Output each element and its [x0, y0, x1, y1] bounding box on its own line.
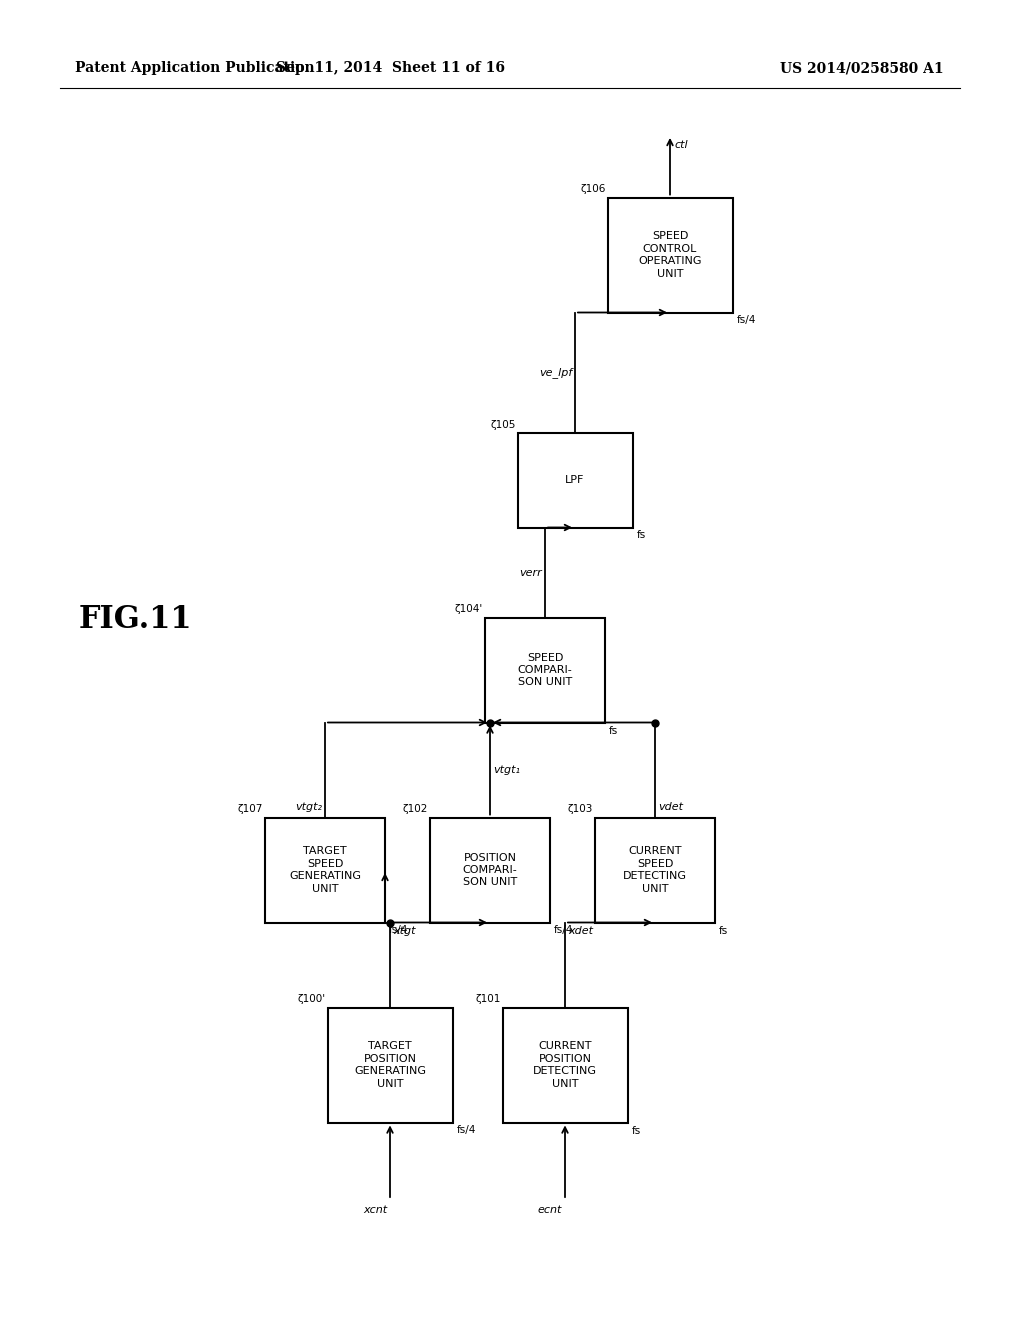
Text: fs: fs — [609, 726, 618, 735]
Text: ζ105: ζ105 — [490, 420, 515, 429]
Bar — [265, 817, 385, 923]
Text: SPEED
COMPARI-
SON UNIT: SPEED COMPARI- SON UNIT — [517, 652, 572, 688]
Text: ζ104': ζ104' — [455, 605, 483, 615]
Bar — [485, 618, 605, 722]
Bar — [328, 1007, 453, 1122]
Text: fs: fs — [719, 925, 728, 936]
Text: TARGET
SPEED
GENERATING
UNIT: TARGET SPEED GENERATING UNIT — [289, 846, 361, 894]
Text: SPEED
CONTROL
OPERATING
UNIT: SPEED CONTROL OPERATING UNIT — [638, 231, 701, 279]
Text: verr: verr — [519, 568, 542, 578]
Text: ve_lpf: ve_lpf — [539, 367, 572, 378]
Text: xcnt: xcnt — [362, 1205, 387, 1214]
Bar — [517, 433, 633, 528]
Text: xdet: xdet — [568, 925, 593, 936]
Text: fs: fs — [632, 1126, 641, 1135]
Text: TARGET
POSITION
GENERATING
UNIT: TARGET POSITION GENERATING UNIT — [354, 1041, 426, 1089]
Text: CURRENT
POSITION
DETECTING
UNIT: CURRENT POSITION DETECTING UNIT — [534, 1041, 597, 1089]
Text: ζ102: ζ102 — [402, 804, 428, 814]
Text: xtgt: xtgt — [393, 925, 416, 936]
Text: Sep. 11, 2014  Sheet 11 of 16: Sep. 11, 2014 Sheet 11 of 16 — [275, 61, 505, 75]
Text: vtgt₂: vtgt₂ — [295, 803, 322, 813]
Text: vdet: vdet — [658, 803, 683, 813]
Text: POSITION
COMPARI-
SON UNIT: POSITION COMPARI- SON UNIT — [463, 853, 517, 887]
Text: ζ101: ζ101 — [475, 994, 501, 1005]
Text: US 2014/0258580 A1: US 2014/0258580 A1 — [780, 61, 944, 75]
Bar — [503, 1007, 628, 1122]
Text: ζ103: ζ103 — [567, 804, 593, 814]
Text: fs/4: fs/4 — [554, 925, 573, 936]
Text: ctl: ctl — [674, 140, 688, 150]
Text: CURRENT
SPEED
DETECTING
UNIT: CURRENT SPEED DETECTING UNIT — [623, 846, 687, 894]
Bar — [607, 198, 732, 313]
Text: fs/4: fs/4 — [736, 315, 756, 326]
Bar — [430, 817, 550, 923]
Text: ζ100': ζ100' — [297, 994, 326, 1005]
Text: FIG.11: FIG.11 — [78, 605, 191, 635]
Text: ecnt: ecnt — [538, 1205, 562, 1214]
Text: Patent Application Publication: Patent Application Publication — [75, 61, 314, 75]
Bar — [595, 817, 715, 923]
Text: vtgt₁: vtgt₁ — [493, 766, 520, 775]
Text: fs/4: fs/4 — [389, 925, 409, 936]
Text: fs: fs — [637, 531, 646, 540]
Text: LPF: LPF — [565, 475, 585, 484]
Text: fs/4: fs/4 — [457, 1126, 476, 1135]
Text: ζ106: ζ106 — [581, 185, 605, 194]
Text: ζ107: ζ107 — [238, 804, 263, 814]
